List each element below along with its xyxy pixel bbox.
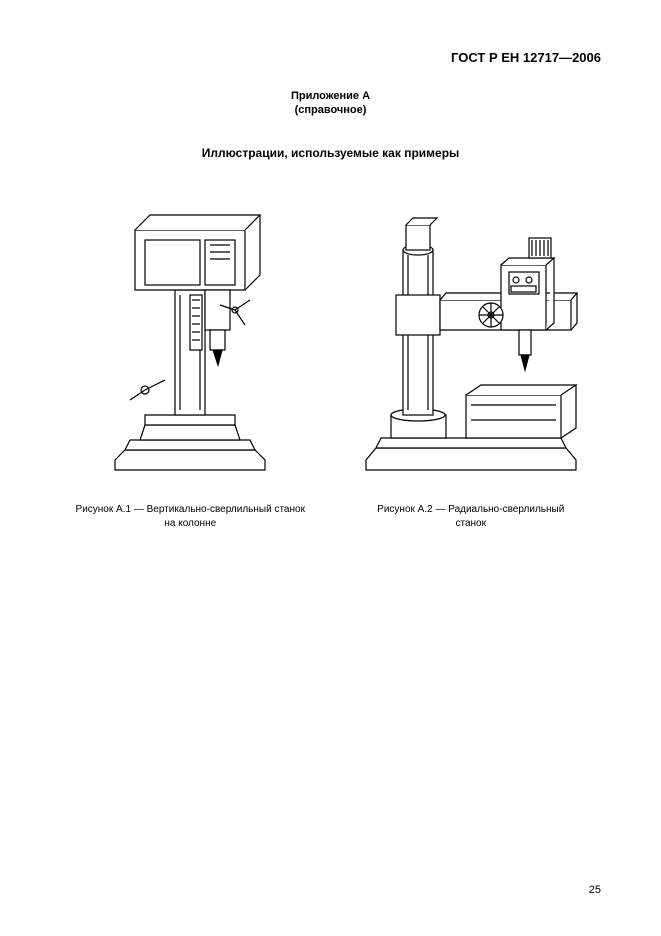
annex-title: Приложение А — [60, 90, 601, 102]
annex-subtitle: (справочное) — [60, 104, 601, 116]
pillar-drill-icon — [90, 190, 290, 490]
caption-line: на колонне — [164, 518, 216, 529]
radial-drill-icon — [351, 190, 591, 490]
figures-row: Рисунок А.1 — Вертикально-сверлильный ст… — [60, 185, 601, 531]
figure-column-a1: Рисунок А.1 — Вертикально-сверлильный ст… — [60, 185, 321, 531]
figure-a2-caption: Рисунок А.2 — Радиально-сверлильный стан… — [377, 503, 564, 531]
caption-line: станок — [456, 518, 487, 529]
document-header: ГОСТ Р ЕН 12717—2006 — [60, 50, 601, 65]
figure-a2-image — [341, 185, 602, 495]
caption-line: Рисунок А.1 — Вертикально-сверлильный ст… — [76, 504, 305, 515]
page-number: 25 — [589, 884, 601, 896]
caption-line: Рисунок А.2 — Радиально-сверлильный — [377, 504, 564, 515]
figure-a1-caption: Рисунок А.1 — Вертикально-сверлильный ст… — [76, 503, 305, 531]
figure-a1-image — [60, 185, 321, 495]
section-title: Иллюстрации, используемые как примеры — [60, 146, 601, 160]
figure-column-a2: Рисунок А.2 — Радиально-сверлильный стан… — [341, 185, 602, 531]
